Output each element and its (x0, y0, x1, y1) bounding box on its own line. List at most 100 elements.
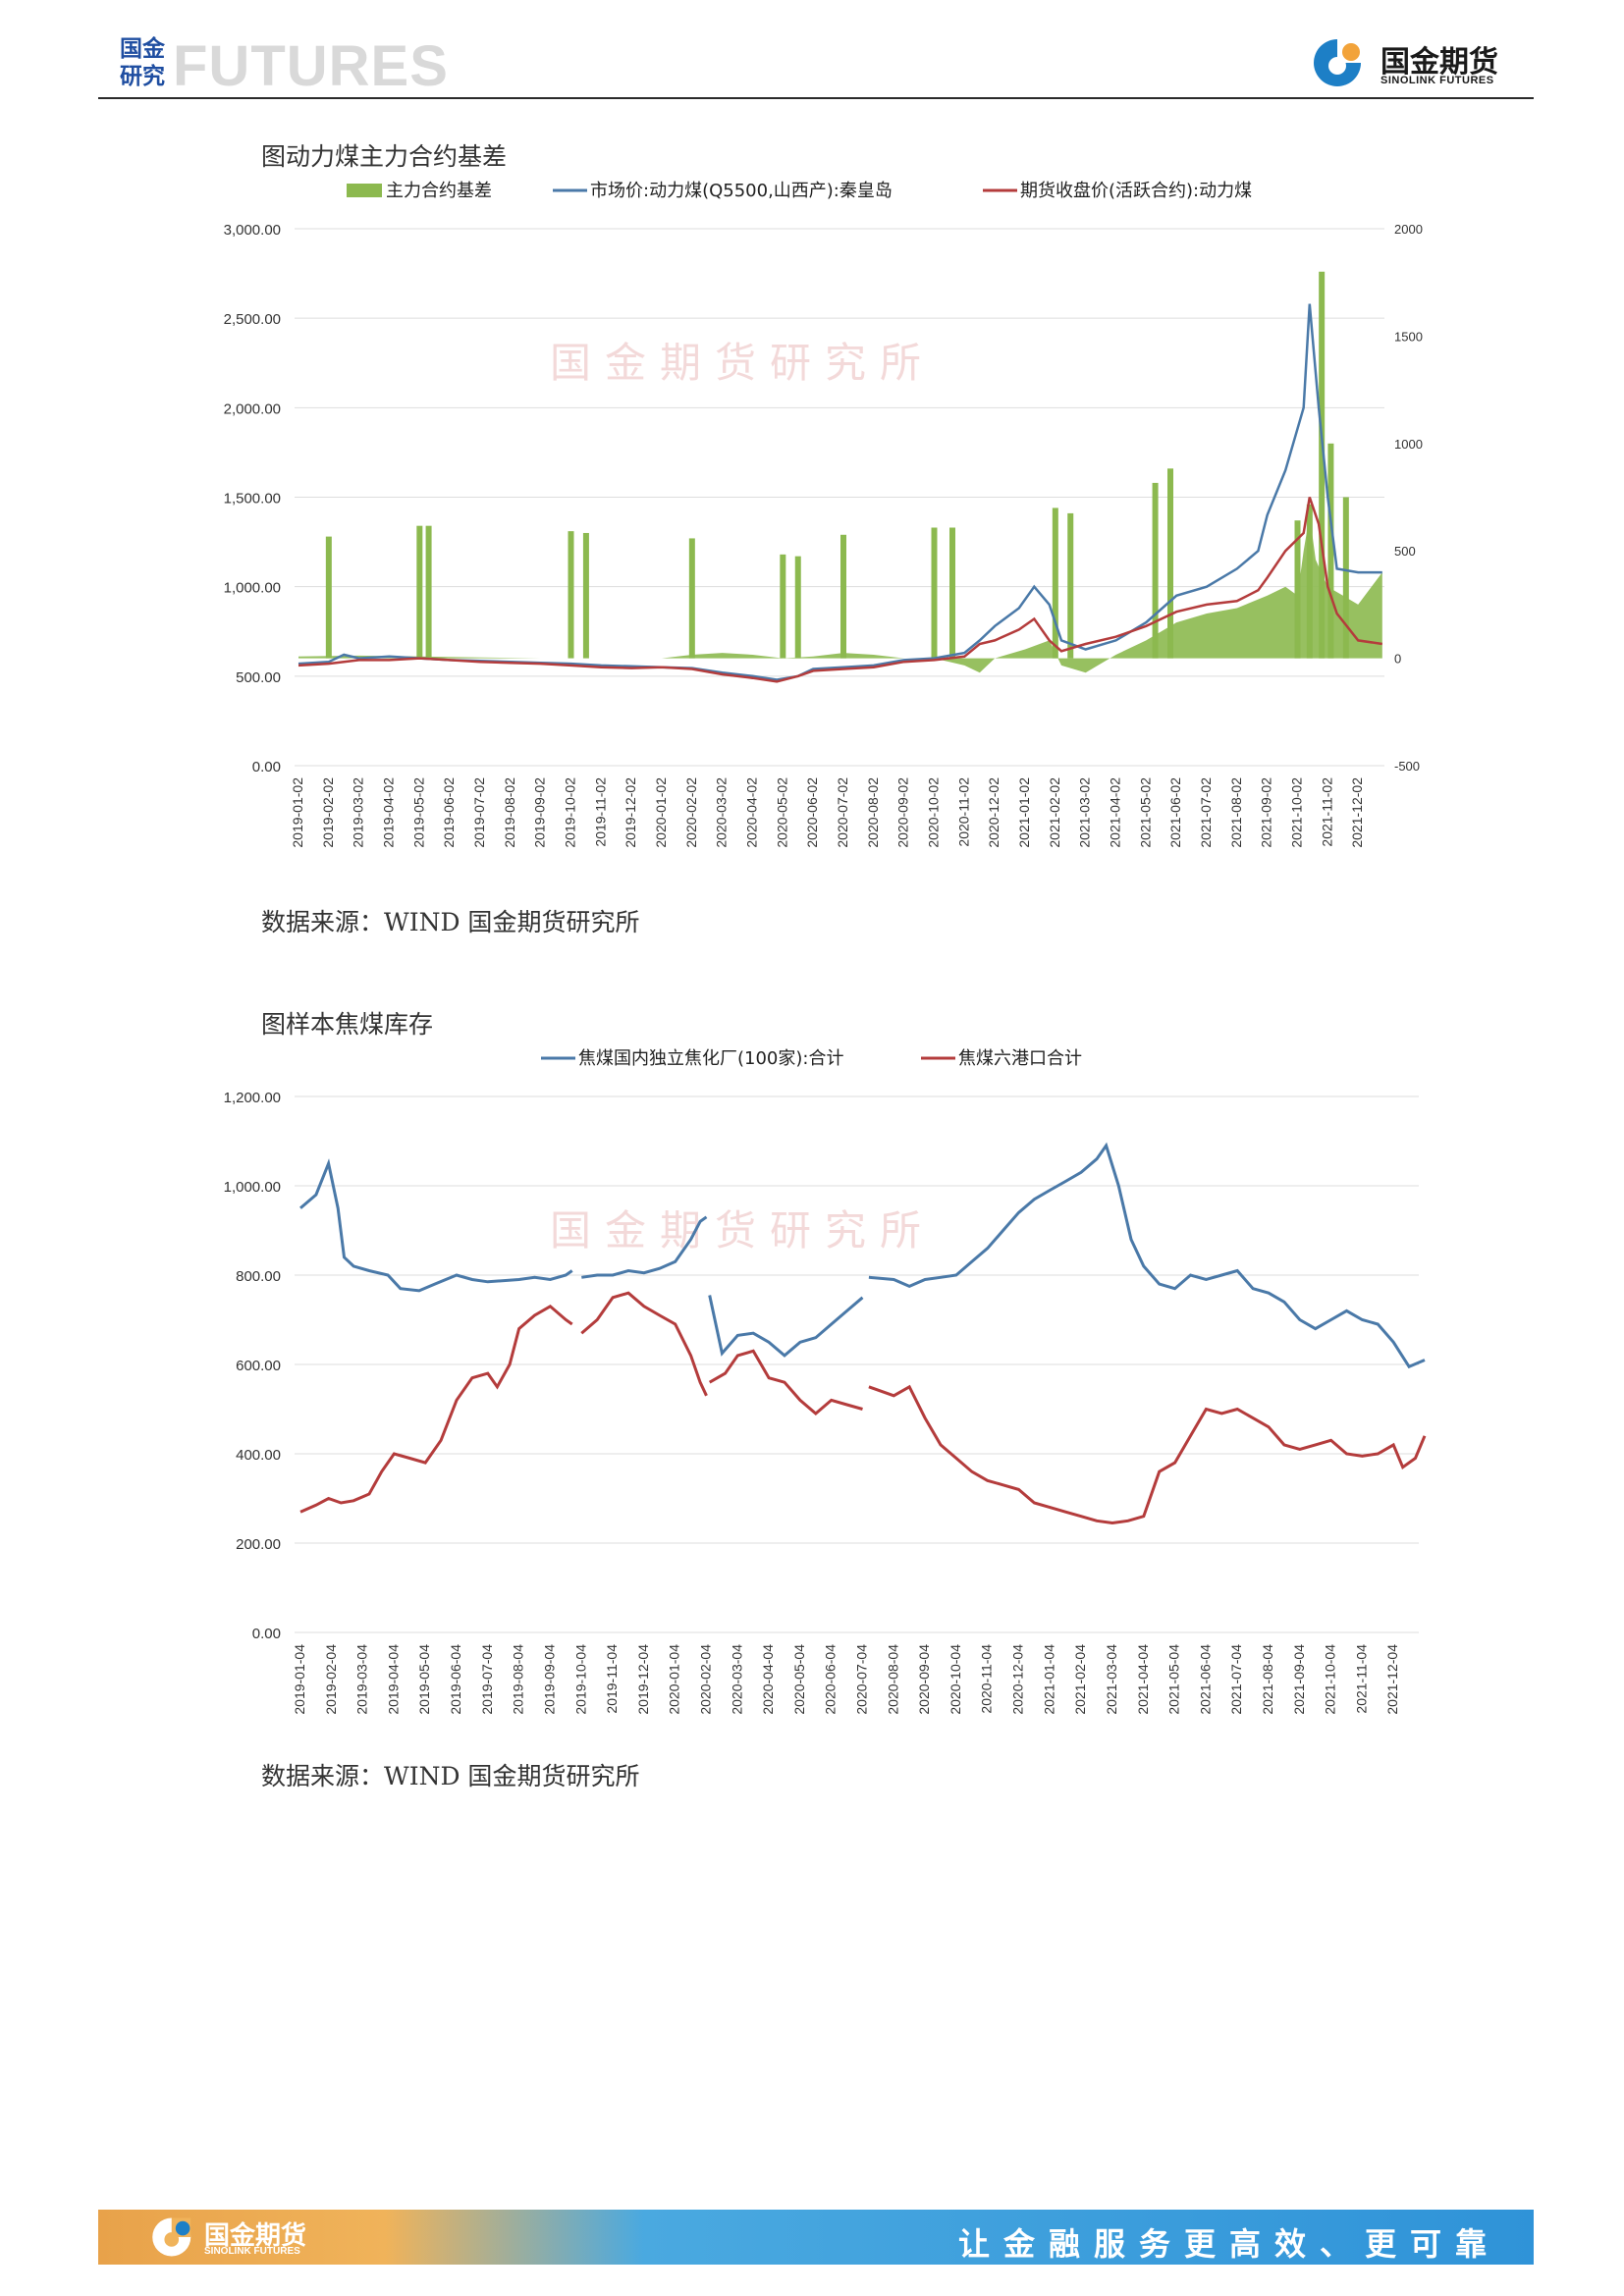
chart2-series-a-line (868, 1142, 1426, 1369)
chart2-x-tick-label: 2021-11-04 (1353, 1644, 1369, 1714)
chart2-source: 数据来源：WIND 国金期货研究所 (261, 1762, 640, 1790)
chart1-basis-bar (840, 534, 846, 659)
chart1-x-tick-label: 2019-09-02 (532, 777, 548, 848)
footer-logo-cn: 国金期货 (204, 2221, 307, 2251)
chart1-right-tick-label: -500 (1394, 759, 1420, 774)
chart2-x-tick-label: 2020-01-04 (667, 1644, 682, 1715)
chart1-left-tick-label: 0.00 (252, 759, 281, 775)
chart1-x-tick-label: 2021-10-02 (1289, 777, 1305, 848)
chart1-x-tick-label: 2021-09-02 (1259, 777, 1274, 848)
chart2-series-b-line (708, 1349, 863, 1415)
chart1-x-tick-label: 2019-12-02 (623, 777, 638, 848)
chart1-x-tick-label: 2020-11-02 (955, 777, 971, 847)
chart1-basis-bar (1327, 443, 1334, 659)
chart1-legend-label: 主力合约基差 (386, 181, 492, 201)
chart2-x-tick-label: 2020-09-04 (916, 1644, 932, 1715)
chart1-left-tick-label: 2,000.00 (224, 400, 281, 417)
chart2-x-tick-label: 2019-02-04 (323, 1644, 339, 1715)
chart2-legend-label: 焦煤国内独立焦化厂(100家):合计 (578, 1048, 843, 1069)
chart2-x-tick-label: 2020-11-04 (979, 1644, 995, 1714)
chart2-title: 图样本焦煤库存 (261, 1010, 434, 1039)
chart2-series-a-line (299, 1158, 573, 1293)
chart1-left-tick-label: 500.00 (236, 669, 281, 686)
chart2-x-tick-label: 2021-08-04 (1260, 1644, 1275, 1715)
chart2-x-tick-label: 2020-03-04 (729, 1644, 744, 1715)
chart1-basis-bar (325, 536, 332, 659)
chart1-basis-bar (1167, 468, 1173, 659)
chart1-basis-bar (416, 525, 423, 659)
chart2-x-tick-label: 2019-12-04 (635, 1644, 651, 1715)
chart2-x-tick-label: 2020-04-04 (760, 1644, 776, 1715)
chart1-basis-bar (568, 531, 574, 659)
chart1-x-tick-label: 2019-07-02 (471, 777, 487, 848)
chart2-svg: 国金期货研究所 0.00 200.00 400.00 600.00 800.00 1,000… (224, 1048, 1427, 1715)
chart1-futures-line (298, 497, 1382, 683)
chart2-x-tick-label: 2019-10-04 (572, 1644, 588, 1715)
chart1-x-tick-label: 2020-08-02 (865, 777, 881, 848)
brand-cn-text: 国金研究 (120, 36, 165, 89)
chart1-x-tick-label: 2021-01-02 (1016, 777, 1032, 848)
chart1-x-tick-label: 2021-02-02 (1047, 777, 1062, 848)
chart2-tick-label: 1,000.00 (224, 1179, 281, 1196)
chart1-x-tick-label: 2021-08-02 (1228, 777, 1244, 848)
chart1-basis-bar (1319, 271, 1326, 659)
chart2-x-tick-label: 2020-02-04 (697, 1644, 713, 1715)
chart1-x-tick-label: 2020-09-02 (895, 777, 911, 848)
chart1-x-tick-label: 2021-07-02 (1198, 777, 1214, 848)
chart2-x-tick-label: 2020-05-04 (791, 1644, 807, 1715)
chart1-left-tick-label: 1,500.00 (224, 491, 281, 507)
chart1-x-tick-label: 2019-05-02 (410, 777, 426, 848)
chart2-series-b-line (868, 1384, 1427, 1525)
chart2-x-tick-label: 2019-11-04 (604, 1644, 620, 1714)
chart1-right-tick-label: 2000 (1394, 222, 1423, 237)
chart1-right-tick-label: 500 (1394, 544, 1416, 559)
chart2-x-tick-label: 2021-01-04 (1041, 1644, 1056, 1715)
chart1-basis-bar (582, 532, 589, 659)
chart1-right-tick-label: 1500 (1394, 329, 1423, 344)
chart2-series-a-line (581, 1215, 708, 1279)
chart1-x-tick-label: 2021-06-02 (1167, 777, 1183, 848)
chart1-basis-bar (794, 556, 801, 659)
chart2-x-tick-label: 2019-07-04 (479, 1644, 495, 1715)
chart1-basis-bar (425, 525, 432, 659)
chart2-x-tick-label: 2019-03-04 (354, 1644, 370, 1715)
chart1-x-tick-label: 2020-12-02 (986, 777, 1001, 848)
footer-logo-icon (152, 2217, 191, 2257)
chart1-x-tick-label: 2020-03-02 (714, 777, 730, 848)
chart2-tick-label: 200.00 (236, 1536, 281, 1553)
chart1-basis-bar (1152, 482, 1159, 659)
chart1-basis-bar (1052, 507, 1058, 659)
chart1-left-tick-label: 2,500.00 (224, 311, 281, 328)
chart2-x-tick-label: 2020-10-04 (947, 1644, 963, 1715)
chart1-basis-bar (1342, 497, 1349, 659)
chart1-basis-bar (688, 538, 695, 659)
chart1-basis-bar (1067, 512, 1074, 659)
chart1-basis-bar (949, 527, 955, 659)
chart1-basis-bar (1294, 520, 1301, 659)
chart1-x-tick-label: 2019-11-02 (592, 777, 608, 847)
logo-cn-text: 国金期货 (1380, 45, 1498, 80)
chart1-source: 数据来源：WIND 国金期货研究所 (261, 908, 640, 936)
chart2-tick-label: 1,200.00 (224, 1090, 281, 1106)
chart1-basis-bar (780, 554, 786, 659)
chart2-x-tick-label: 2021-03-04 (1104, 1644, 1119, 1715)
chart1-x-tick-label: 2019-06-02 (441, 777, 457, 848)
chart2-x-tick-label: 2021-07-04 (1228, 1644, 1244, 1715)
chart1-svg: 国金期货研究所 0.00 500.00 1,000.00 1,500.00 2,000.0… (224, 181, 1423, 848)
chart1-basis-bar (931, 527, 938, 659)
chart1-x-tick-label: 2019-04-02 (381, 777, 397, 848)
chart2-x-tick-label: 2021-09-04 (1291, 1644, 1307, 1715)
footer-slogan: 让金融服务更高效、更可靠 (957, 2225, 1500, 2263)
logo-en-text: SINOLINK FUTURES (1380, 75, 1494, 86)
chart2-x-tick-label: 2019-06-04 (448, 1644, 463, 1715)
chart1-x-tick-label: 2020-07-02 (835, 777, 850, 848)
chart2-x-tick-label: 2019-05-04 (416, 1644, 432, 1715)
chart2-x-tick-label: 2019-01-04 (292, 1644, 307, 1715)
header-divider (98, 97, 1534, 99)
chart1-right-tick-label: 1000 (1394, 437, 1423, 452)
chart1-left-tick-label: 3,000.00 (224, 222, 281, 239)
chart1-x-tick-label: 2020-01-02 (653, 777, 669, 848)
watermark-text: 国金期货研究所 (550, 339, 935, 387)
chart2-x-tick-label: 2019-08-04 (511, 1644, 526, 1715)
chart2-x-tick-label: 2021-12-04 (1384, 1644, 1400, 1715)
